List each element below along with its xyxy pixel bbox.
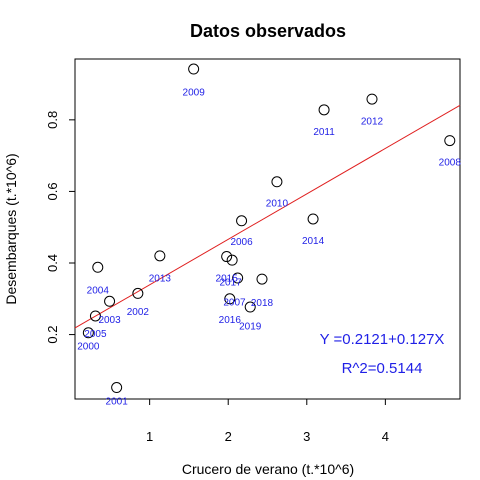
- point-label-2004: 2004: [87, 286, 110, 297]
- y-axis-label: Desembarques (t.*10^6): [3, 153, 19, 304]
- y-axis: 0.2 0.4 0.6 0.8: [45, 111, 75, 344]
- data-point-2002: [132, 287, 144, 299]
- data-point-2005: [89, 310, 101, 322]
- data-point-2019: [244, 301, 256, 313]
- y-tick-label: 0.6: [45, 182, 60, 200]
- data-point-2011: [318, 104, 330, 116]
- point-label-2013: 2013: [149, 274, 172, 285]
- x-axis: 1 2 3 4: [146, 399, 389, 444]
- point-label-2000: 2000: [77, 342, 100, 353]
- data-point-2014: [307, 213, 319, 225]
- plot-frame: [74, 58, 461, 400]
- point-label-2017: 2017: [219, 278, 242, 289]
- data-point-2007: [224, 293, 236, 305]
- y-tick-label: 0.4: [45, 254, 60, 272]
- point-label-2002: 2002: [127, 307, 150, 318]
- x-tick-label: 1: [146, 429, 153, 444]
- data-point-2012: [366, 93, 378, 105]
- point-label-2019: 2019: [239, 321, 262, 332]
- point-label-2008: 2008: [439, 157, 462, 168]
- point-label-2003: 2003: [98, 315, 121, 326]
- r-squared-annotation: R^2=0.5144: [342, 360, 423, 377]
- data-point-2000: [82, 327, 94, 339]
- regression-line: [74, 104, 461, 329]
- point-label-2005: 2005: [84, 329, 107, 340]
- point-label-2007: 2007: [223, 298, 246, 309]
- data-point-2010: [271, 176, 283, 188]
- data-point-2015: [221, 251, 233, 263]
- x-tick-label: 2: [225, 429, 232, 444]
- point-label-2001: 2001: [106, 397, 129, 408]
- point-label-2016: 2016: [219, 315, 242, 326]
- point-label-2009: 2009: [183, 88, 206, 99]
- data-point-2018: [256, 273, 268, 285]
- data-point-2013: [154, 250, 166, 262]
- data-point-2016: [226, 254, 238, 266]
- data-point-2004: [92, 261, 104, 273]
- x-tick-label: 3: [303, 429, 310, 444]
- point-label-2006: 2006: [230, 237, 253, 248]
- data-point-2003: [104, 295, 116, 307]
- point-label-2014: 2014: [302, 236, 325, 247]
- data-point-2009: [188, 63, 200, 75]
- data-point-2006: [236, 215, 248, 227]
- data-point-2008: [444, 135, 456, 147]
- point-label-2010: 2010: [266, 199, 289, 210]
- data-point-2001: [111, 382, 123, 394]
- y-tick-label: 0.2: [45, 326, 60, 344]
- y-tick-label: 0.8: [45, 111, 60, 129]
- point-label-2012: 2012: [361, 116, 384, 127]
- x-tick-label: 4: [382, 429, 389, 444]
- point-label-2011: 2011: [313, 127, 335, 138]
- chart-title: Datos observados: [190, 21, 346, 41]
- point-label-2015: 2015: [216, 273, 239, 284]
- x-axis-label: Crucero de verano (t.*10^6): [182, 461, 354, 477]
- data-points: [82, 63, 456, 394]
- data-point-2017: [232, 272, 244, 284]
- point-label-2018: 2018: [251, 298, 274, 309]
- point-labels: 2000 2001 2002 2003 2004 2005 2006 2007 2008 2009…: [77, 88, 461, 408]
- equation-annotation: Y =0.2121+0.127X: [320, 331, 445, 348]
